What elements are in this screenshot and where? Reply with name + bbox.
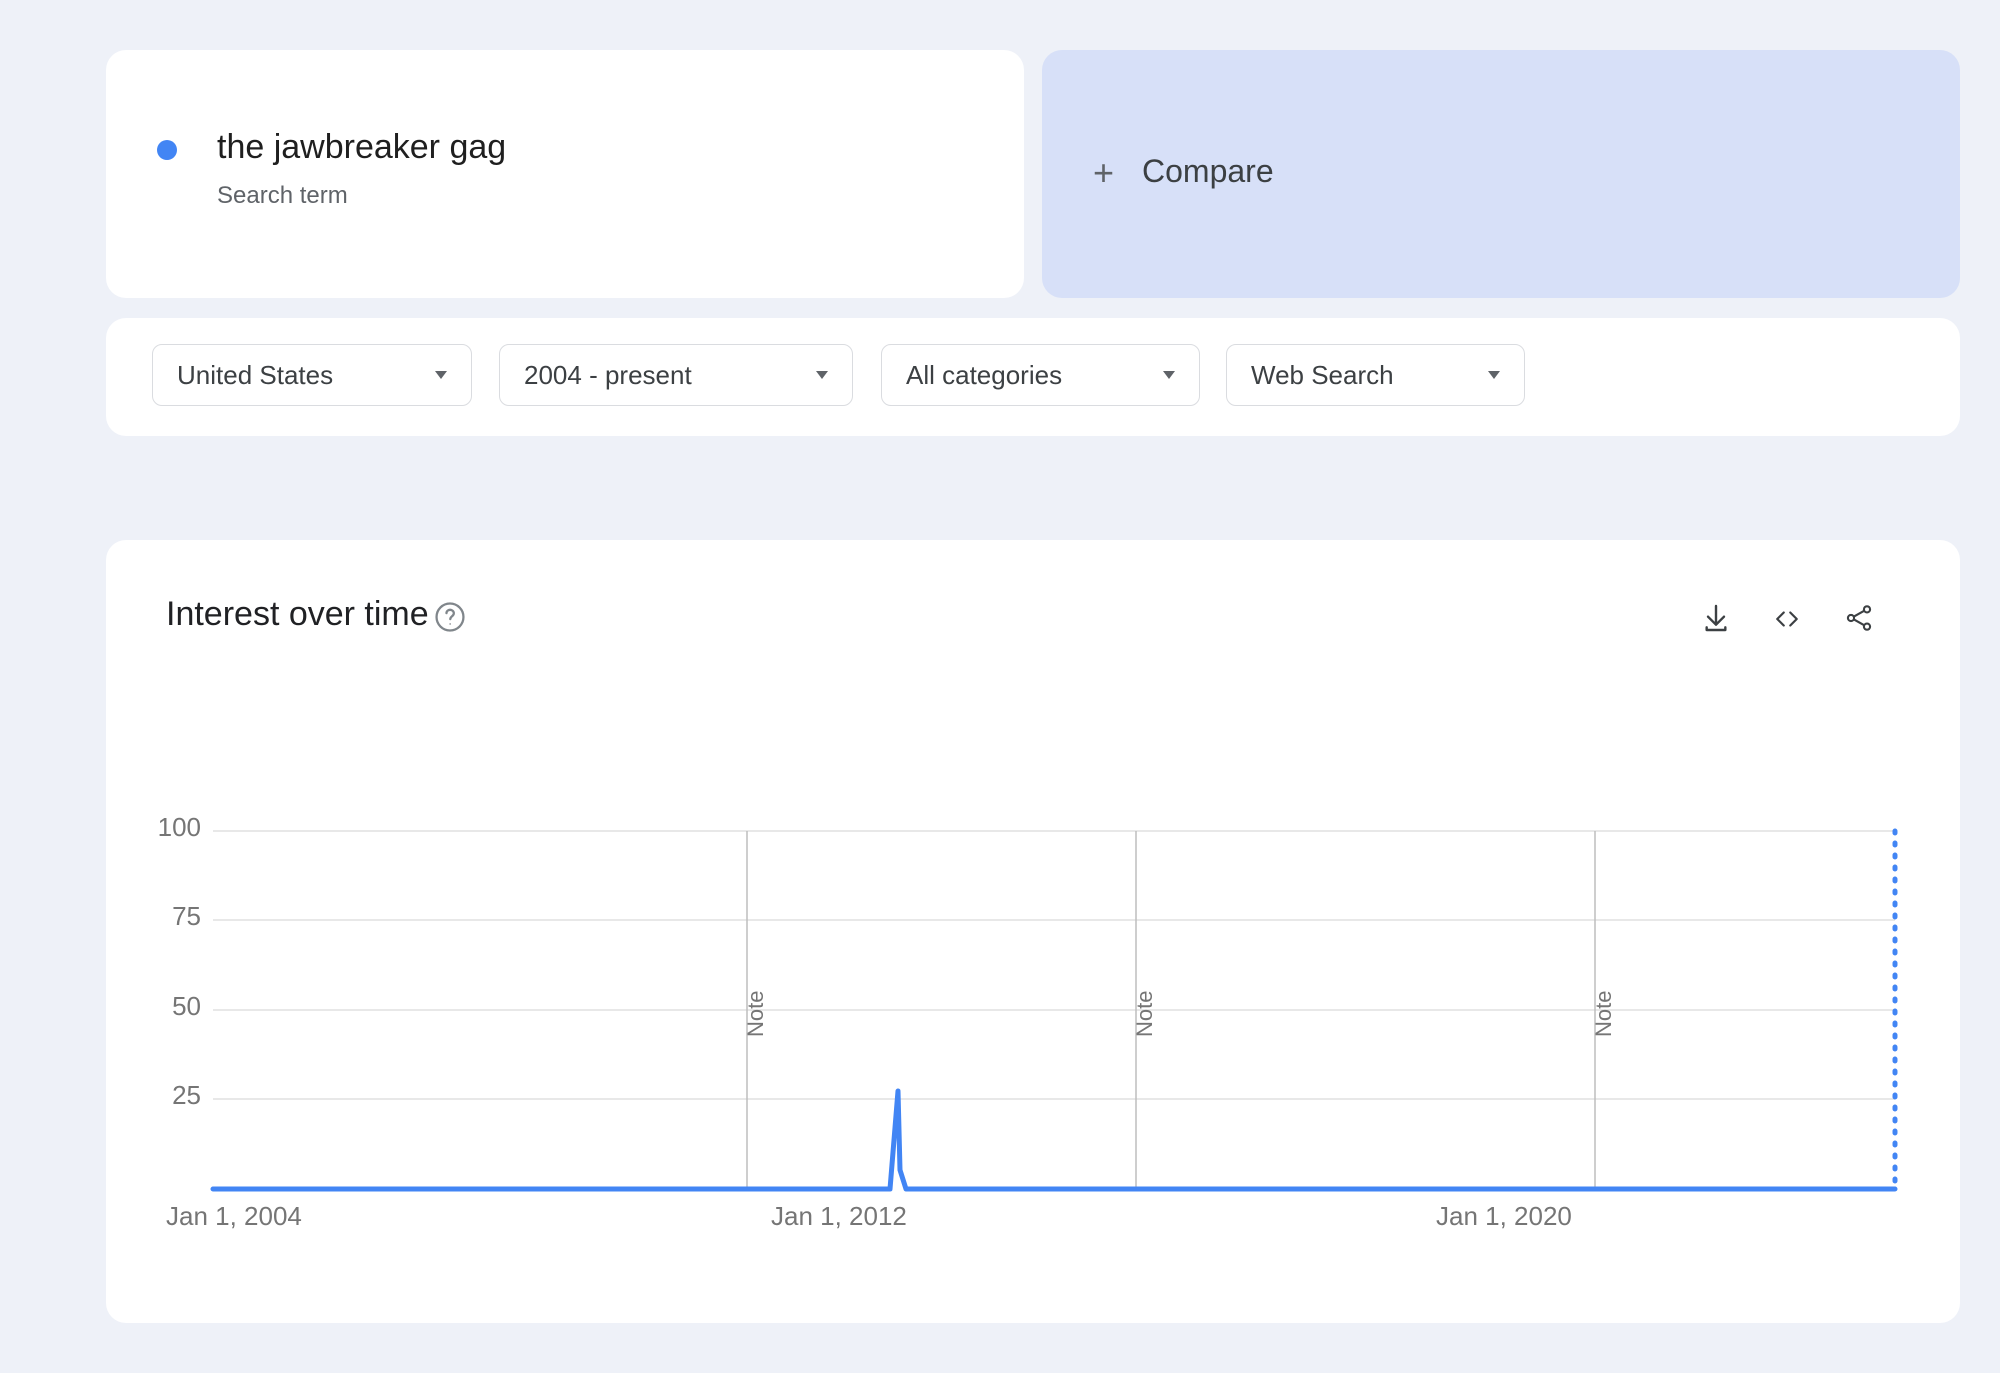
svg-text:Jan 1, 2012: Jan 1, 2012	[771, 1201, 907, 1231]
svg-text:Note: Note	[743, 991, 768, 1037]
svg-text:25: 25	[172, 1080, 201, 1110]
svg-text:75: 75	[172, 901, 201, 931]
svg-text:Jan 1, 2004: Jan 1, 2004	[166, 1201, 302, 1231]
svg-text:Note: Note	[1132, 991, 1157, 1037]
svg-text:Jan 1, 2020: Jan 1, 2020	[1436, 1201, 1572, 1231]
svg-text:50: 50	[172, 991, 201, 1021]
svg-text:Note: Note	[1591, 991, 1616, 1037]
svg-text:100: 100	[158, 812, 201, 842]
